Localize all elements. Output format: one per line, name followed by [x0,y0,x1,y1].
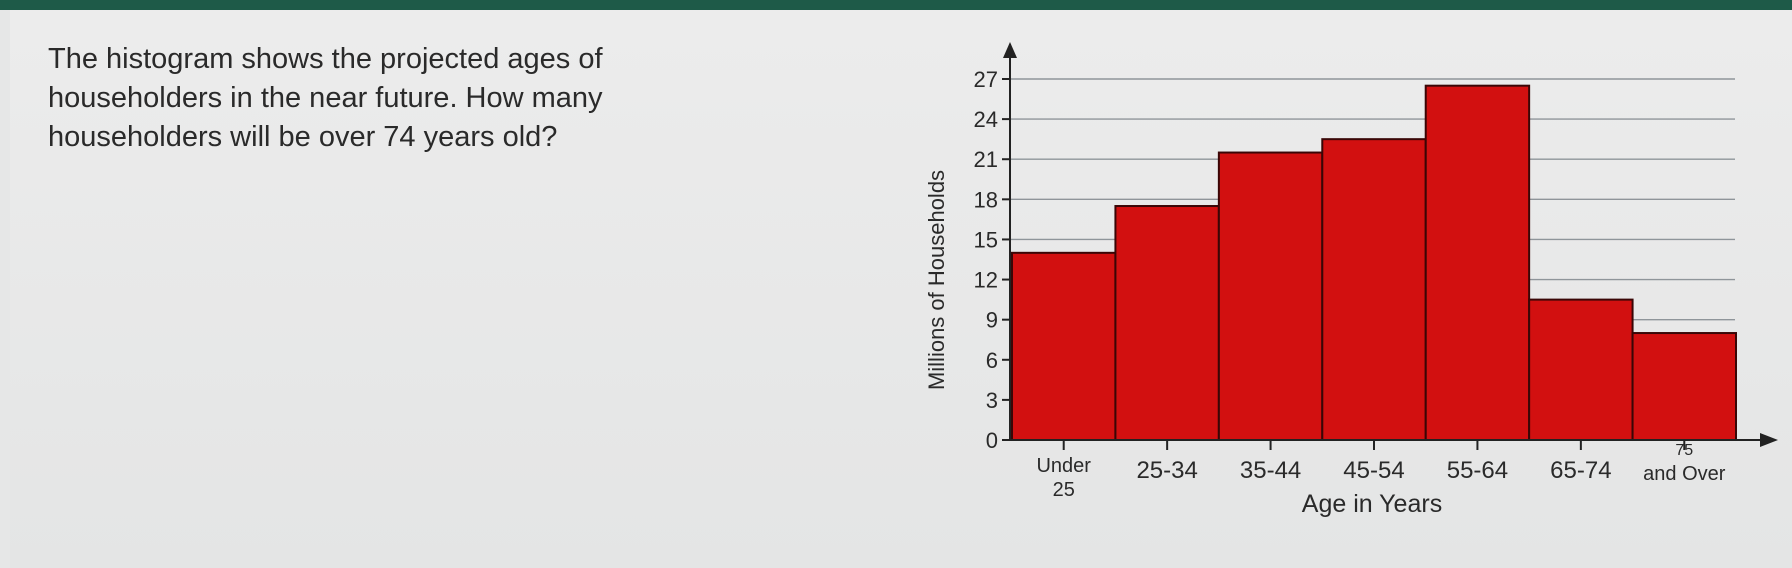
x-tick-label: and Over [1643,463,1726,485]
question-text: The histogram shows the projected ages o… [48,43,603,153]
x-tick-label: 75 [1675,442,1693,459]
y-tick-label: 27 [974,67,998,92]
x-tick-label: 55-64 [1447,457,1508,484]
bar [1631,332,1737,442]
bar [1011,251,1117,441]
y-tick-label: 21 [974,147,998,172]
x-tick-label: 45-54 [1343,457,1404,484]
y-tick-label: 24 [974,107,998,132]
y-tick-label: 9 [986,308,998,333]
x-axis-arrow [1760,433,1778,447]
x-tick-label: 25-34 [1136,457,1197,484]
bar [1217,151,1324,441]
y-tick-label: 6 [986,348,998,373]
x-tick-label: Under [1036,455,1091,477]
bar [1114,205,1220,441]
y-tick-label: 18 [974,187,998,212]
bar [1321,138,1427,442]
x-axis-label: Age in Years [1302,490,1442,518]
y-tick-label: 3 [986,388,998,413]
y-tick-label: 15 [974,227,998,252]
y-tick-label: 0 [986,428,998,453]
labels: Age in Years Millions of Households 0 3 6 9… [924,67,1726,518]
top-bar [0,0,1792,10]
bar [1528,298,1634,441]
x-tick-label: 35-44 [1240,457,1301,484]
x-tick-label: 65-74 [1550,457,1611,484]
axes [1002,42,1778,450]
y-axis-arrow [1003,42,1017,58]
x-tick-label: 25 [1053,479,1075,501]
bars [1011,84,1737,442]
y-tick-label: 12 [974,268,998,293]
bar [1424,84,1531,442]
y-axis-label: Millions of Households [924,170,949,390]
